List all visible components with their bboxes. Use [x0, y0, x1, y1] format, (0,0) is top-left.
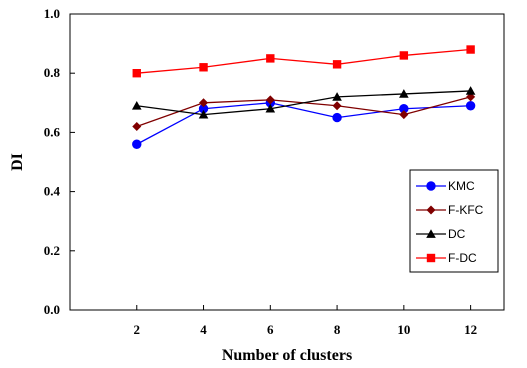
- data-point: [199, 98, 209, 108]
- data-point: [399, 110, 409, 120]
- x-axis: 2 4 6 8 10 12: [134, 305, 477, 337]
- x-tick-label: 8: [334, 322, 341, 337]
- y-tick-label: 0.8: [44, 65, 61, 80]
- legend-item: KMC: [416, 179, 475, 193]
- legend-item: F-DC: [416, 251, 477, 265]
- x-tick-label: 10: [397, 322, 410, 337]
- legend-label: F-KFC: [448, 203, 484, 217]
- data-point: [266, 54, 275, 63]
- y-tick-label: 0.4: [44, 184, 61, 199]
- series-layer: [131, 45, 476, 149]
- series-line: [136, 102, 471, 145]
- y-tick-label: 1.0: [44, 6, 60, 21]
- legend-marker: [426, 229, 436, 238]
- x-axis-label: Number of clusters: [222, 347, 352, 364]
- legend-marker: [426, 253, 436, 263]
- y-axis: 0.0 0.2 0.4 0.6 0.8 1.0: [44, 6, 75, 317]
- data-point: [332, 60, 342, 69]
- data-point: [332, 112, 342, 123]
- data-point: [132, 69, 141, 78]
- x-tick-label: 4: [200, 322, 207, 337]
- data-point: [399, 51, 409, 60]
- legend-item: DC: [416, 227, 466, 241]
- data-point: [198, 109, 209, 119]
- legend-label: KMC: [448, 179, 475, 193]
- series-f-dc: [132, 45, 475, 78]
- data-point: [332, 101, 342, 111]
- legend-marker: [426, 205, 436, 215]
- data-point: [465, 101, 476, 111]
- y-axis-label: DI: [9, 153, 26, 171]
- data-point: [466, 45, 475, 54]
- series-dc: [131, 86, 476, 119]
- y-tick-label: 0.2: [44, 243, 60, 258]
- y-tick-label: 0.0: [44, 302, 60, 317]
- legend-label: DC: [448, 227, 466, 241]
- data-point: [265, 103, 276, 113]
- series-line: [136, 90, 471, 116]
- legend-label: F-DC: [448, 251, 477, 265]
- legend-item: F-KFC: [416, 203, 484, 217]
- x-tick-label: 12: [464, 322, 477, 337]
- legend-marker: [426, 181, 436, 191]
- data-point: [131, 100, 142, 110]
- data-point: [132, 121, 142, 131]
- data-point: [132, 139, 142, 149]
- x-tick-label: 2: [134, 322, 141, 337]
- data-point: [199, 63, 208, 72]
- y-tick-label: 0.6: [44, 124, 61, 139]
- series-line: [136, 48, 471, 74]
- data-point: [465, 86, 476, 95]
- legend: KMC F-KFC DC F-DC: [409, 169, 499, 273]
- x-tick-label: 6: [267, 322, 274, 337]
- legend-box: [409, 169, 499, 273]
- data-point: [332, 92, 342, 101]
- data-point: [265, 95, 275, 105]
- data-point: [399, 89, 409, 98]
